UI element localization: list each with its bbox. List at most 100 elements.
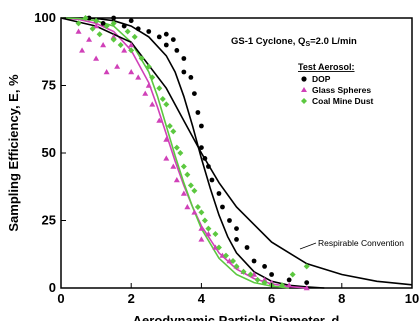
dop-point xyxy=(170,37,176,42)
glass-spheres-point xyxy=(103,69,110,75)
legend-label-dop: DOP xyxy=(312,74,331,84)
glass-spheres-point xyxy=(303,285,310,291)
dop-point xyxy=(135,26,141,32)
glass-spheres-point xyxy=(145,82,152,88)
coal-mine-dust-point xyxy=(96,31,103,38)
legend-marker-dop xyxy=(301,76,307,82)
dop-point xyxy=(206,164,211,169)
glass-spheres-point xyxy=(114,63,121,69)
coal-mine-dust-point xyxy=(177,150,184,156)
chart-title: GS-1 Cyclone, QS=2.0 L/min xyxy=(231,36,357,48)
dop-point xyxy=(244,245,250,250)
coal-mine-dust-point xyxy=(159,96,166,102)
legend-marker-coal-mine-dust xyxy=(301,98,307,104)
dop-point xyxy=(121,23,127,29)
coal-mine-dust-point xyxy=(131,33,138,40)
plot-area: 0 2 4 6 8 10 0 25 50 75 100 xyxy=(34,10,419,306)
x-tick-label: 4 xyxy=(198,291,206,306)
glass-spheres-point xyxy=(156,117,163,123)
x-tick-label: 10 xyxy=(405,291,419,306)
data-points xyxy=(75,15,310,291)
y-tick-label: 25 xyxy=(42,213,56,228)
dop-point xyxy=(202,156,208,161)
glass-spheres-point xyxy=(142,90,149,96)
coal-mine-dust-point xyxy=(163,101,170,108)
glass-spheres-point xyxy=(93,55,100,61)
dop-point xyxy=(262,264,267,269)
glass-spheres-point xyxy=(286,282,293,288)
legend-title: Test Aerosol: xyxy=(298,62,355,72)
coal-mine-dust-point xyxy=(149,74,156,81)
glass-spheres-point xyxy=(86,36,93,42)
coal-mine-dust-point xyxy=(93,17,100,24)
coal-mine-dust-point xyxy=(128,47,135,54)
x-ticks: 0 2 4 6 8 10 xyxy=(57,283,419,306)
coal-mine-dust-point xyxy=(212,231,219,237)
dop-point xyxy=(128,18,134,24)
y-tick-label: 0 xyxy=(49,280,56,295)
coal-mine-dust-point xyxy=(145,63,152,70)
coal-mine-dust-point xyxy=(117,42,124,48)
glass-spheres-point xyxy=(93,23,100,29)
x-tick-label: 6 xyxy=(268,291,275,306)
dop-point xyxy=(111,15,117,21)
dop-point xyxy=(188,75,194,80)
coal-mine-dust-point xyxy=(205,225,212,232)
glass-spheres-point xyxy=(180,190,187,196)
coal-mine-dust-point xyxy=(156,85,163,92)
glass-spheres-point xyxy=(100,42,107,48)
dop-point xyxy=(220,204,225,210)
coal-mine-dust-fit-line xyxy=(60,17,290,289)
coal-mine-dust-point xyxy=(289,271,296,278)
dop-point xyxy=(181,69,187,75)
dop-point xyxy=(163,42,169,48)
x-tick-label: 0 xyxy=(57,291,64,306)
glass-spheres-point xyxy=(128,42,135,48)
dop-point xyxy=(86,15,92,21)
coal-mine-dust-point xyxy=(233,263,240,270)
glass-spheres-point xyxy=(149,101,156,107)
respirable-convention-leader xyxy=(299,242,317,250)
dop-point xyxy=(216,191,222,196)
coal-mine-dust-point xyxy=(279,282,286,289)
dop-point xyxy=(163,31,169,37)
dop-point xyxy=(209,177,215,183)
dop-point xyxy=(100,21,106,26)
coal-mine-dust-point xyxy=(247,271,254,278)
coal-mine-dust-point xyxy=(254,276,261,283)
coal-mine-dust-point xyxy=(103,23,110,30)
coal-mine-dust-point xyxy=(82,15,89,21)
coal-mine-dust-point xyxy=(194,204,201,210)
coal-mine-dust-point xyxy=(138,55,145,62)
glass-spheres-point xyxy=(173,177,180,183)
dop-point xyxy=(181,56,187,61)
coal-mine-dust-point xyxy=(261,279,268,286)
coal-mine-dust-point xyxy=(180,163,187,170)
y-axis-label: Sampling Efficiency, E, % xyxy=(6,74,21,232)
dop-point xyxy=(251,258,257,264)
x-axis-label: Aerodynamic Particle Diameter, d xyxy=(133,313,340,321)
coal-mine-dust-point xyxy=(124,28,131,35)
coal-mine-dust-point xyxy=(184,171,191,178)
x-tick-label: 2 xyxy=(128,291,135,306)
y-tick-label: 50 xyxy=(42,145,56,160)
glass-spheres-point xyxy=(75,28,82,34)
glass-spheres-point xyxy=(121,47,128,53)
glass-spheres-point xyxy=(198,225,205,231)
glass-spheres-point xyxy=(184,204,191,210)
respirable-convention-label: Respirable Convention xyxy=(318,238,404,248)
x-tick-label: 8 xyxy=(338,291,345,306)
coal-mine-dust-point xyxy=(110,36,117,43)
coal-mine-dust-point xyxy=(187,182,194,189)
y-tick-label: 100 xyxy=(34,10,56,25)
coal-mine-dust-point xyxy=(222,252,229,259)
y-ticks: 0 25 50 75 100 xyxy=(34,10,66,295)
coal-mine-dust-point xyxy=(166,123,173,129)
coal-mine-dust-point xyxy=(191,187,198,194)
glass-spheres-point xyxy=(128,69,135,75)
glass-spheres-point xyxy=(170,163,177,169)
dop-point xyxy=(191,91,197,96)
coal-mine-dust-point xyxy=(170,128,177,135)
glass-spheres-point xyxy=(79,47,86,53)
